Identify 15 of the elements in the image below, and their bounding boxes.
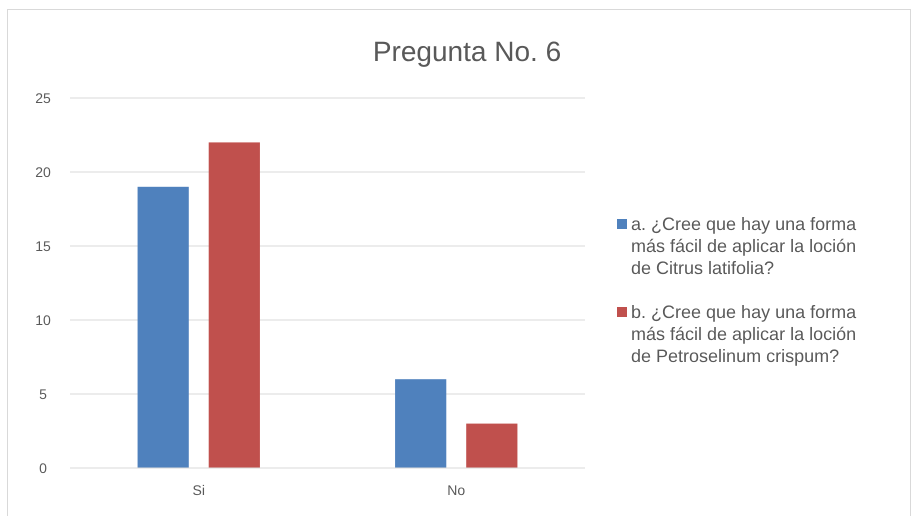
x-tick-label: Si (192, 482, 205, 498)
bar (208, 142, 260, 468)
bar (466, 424, 518, 468)
y-tick-label: 15 (35, 238, 51, 254)
bar (395, 379, 446, 468)
chart-title: Pregunta No. 6 (372, 36, 562, 67)
legend-label: b. ¿Cree que hay una forma más fácil de aplicar la loción de Petroselinum crispum? (631, 302, 858, 366)
y-tick-label: 25 (35, 90, 51, 106)
y-tick-label: 5 (39, 386, 48, 402)
x-tick-label: No (447, 482, 466, 498)
bar (138, 186, 189, 468)
y-tick-label: 10 (35, 312, 51, 328)
y-tick-label: 20 (35, 164, 51, 180)
legend-label: a. ¿Cree que hay una forma más fácil de aplicar la loción de Citrus latifolia? (631, 214, 858, 278)
y-tick-label: 0 (39, 460, 48, 476)
